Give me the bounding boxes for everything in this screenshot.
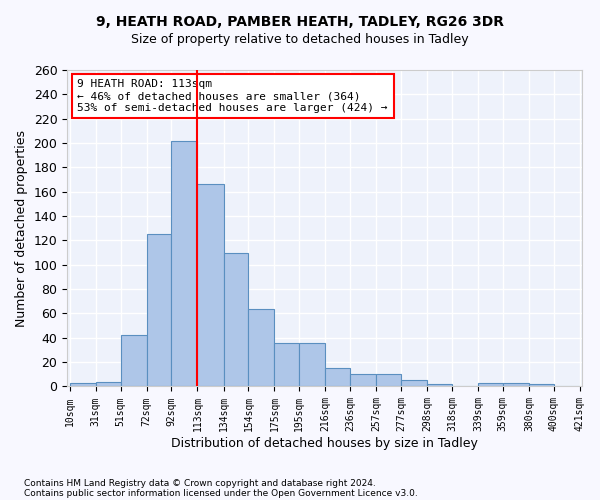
Bar [274, 342, 299, 386]
Text: Size of property relative to detached houses in Tadley: Size of property relative to detached ho… [131, 32, 469, 46]
Bar [248, 308, 274, 386]
X-axis label: Distribution of detached houses by size in Tadley: Distribution of detached houses by size … [171, 437, 478, 450]
Y-axis label: Number of detached properties: Number of detached properties [15, 130, 28, 326]
Bar [325, 368, 350, 386]
Bar [427, 384, 452, 386]
Bar [70, 383, 95, 386]
Bar [172, 140, 197, 386]
Bar [529, 384, 554, 386]
Bar [376, 374, 401, 386]
Bar [95, 382, 121, 386]
Bar [401, 380, 427, 386]
Text: Contains HM Land Registry data © Crown copyright and database right 2024.: Contains HM Land Registry data © Crown c… [24, 478, 376, 488]
Bar [299, 342, 325, 386]
Bar [503, 383, 529, 386]
Bar [224, 252, 248, 386]
Text: 9, HEATH ROAD, PAMBER HEATH, TADLEY, RG26 3DR: 9, HEATH ROAD, PAMBER HEATH, TADLEY, RG2… [96, 15, 504, 29]
Text: Contains public sector information licensed under the Open Government Licence v3: Contains public sector information licen… [24, 488, 418, 498]
Bar [121, 336, 146, 386]
Bar [478, 383, 503, 386]
Bar [146, 234, 172, 386]
Bar [197, 184, 224, 386]
Bar [350, 374, 376, 386]
Text: 9 HEATH ROAD: 113sqm
← 46% of detached houses are smaller (364)
53% of semi-deta: 9 HEATH ROAD: 113sqm ← 46% of detached h… [77, 80, 388, 112]
